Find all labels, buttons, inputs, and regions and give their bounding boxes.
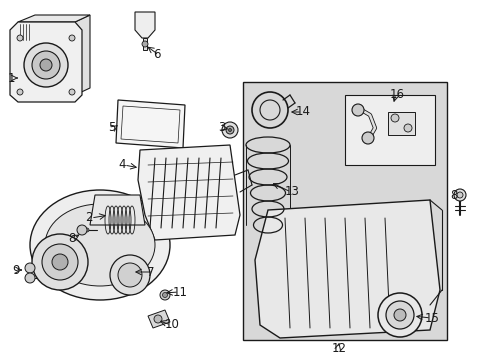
- Text: 15: 15: [424, 311, 439, 324]
- Circle shape: [85, 228, 89, 232]
- Bar: [387, 112, 414, 135]
- Circle shape: [351, 104, 363, 116]
- Text: 7: 7: [147, 265, 154, 279]
- Text: 3: 3: [218, 121, 225, 135]
- Circle shape: [32, 51, 60, 79]
- Circle shape: [385, 301, 413, 329]
- Circle shape: [118, 263, 142, 287]
- Circle shape: [225, 126, 234, 134]
- Circle shape: [17, 89, 23, 95]
- Circle shape: [69, 89, 75, 95]
- Text: 8: 8: [68, 231, 75, 244]
- Circle shape: [377, 293, 421, 337]
- Circle shape: [361, 132, 373, 144]
- Polygon shape: [142, 38, 147, 50]
- Ellipse shape: [30, 190, 170, 300]
- Polygon shape: [75, 15, 90, 95]
- Circle shape: [113, 210, 123, 220]
- Polygon shape: [10, 22, 82, 102]
- Circle shape: [25, 263, 35, 273]
- Text: 2: 2: [85, 211, 92, 225]
- Circle shape: [222, 122, 238, 138]
- Text: 11: 11: [173, 285, 187, 298]
- Circle shape: [228, 129, 231, 131]
- Circle shape: [116, 213, 120, 217]
- Circle shape: [456, 192, 462, 198]
- Circle shape: [109, 206, 127, 224]
- Circle shape: [403, 124, 411, 132]
- Circle shape: [142, 41, 148, 47]
- Text: 9: 9: [12, 264, 20, 276]
- Text: 6: 6: [153, 49, 160, 62]
- Text: 13: 13: [285, 185, 299, 198]
- Circle shape: [52, 254, 68, 270]
- Polygon shape: [116, 100, 184, 148]
- Text: 4: 4: [118, 158, 125, 171]
- Circle shape: [32, 234, 88, 290]
- Polygon shape: [90, 195, 145, 225]
- Polygon shape: [18, 15, 90, 22]
- Circle shape: [110, 255, 150, 295]
- Circle shape: [42, 244, 78, 280]
- Bar: [243, 82, 446, 340]
- Circle shape: [17, 35, 23, 41]
- Text: 1: 1: [8, 72, 16, 85]
- Circle shape: [24, 43, 68, 87]
- Polygon shape: [135, 12, 155, 38]
- Text: 16: 16: [389, 87, 404, 100]
- Text: 5: 5: [108, 121, 115, 135]
- Circle shape: [162, 292, 167, 297]
- Text: 10: 10: [164, 319, 180, 332]
- Circle shape: [453, 189, 465, 201]
- Bar: [345, 95, 434, 165]
- Circle shape: [160, 290, 170, 300]
- Text: 14: 14: [295, 105, 310, 118]
- Circle shape: [25, 273, 35, 283]
- Circle shape: [390, 114, 398, 122]
- Circle shape: [154, 315, 162, 323]
- Polygon shape: [138, 145, 240, 240]
- Polygon shape: [148, 310, 170, 328]
- Text: 8: 8: [449, 189, 456, 202]
- Circle shape: [77, 225, 87, 235]
- Circle shape: [40, 59, 52, 71]
- Circle shape: [393, 309, 405, 321]
- Polygon shape: [254, 200, 439, 338]
- Circle shape: [69, 35, 75, 41]
- Text: 12: 12: [331, 342, 346, 355]
- Ellipse shape: [45, 204, 155, 286]
